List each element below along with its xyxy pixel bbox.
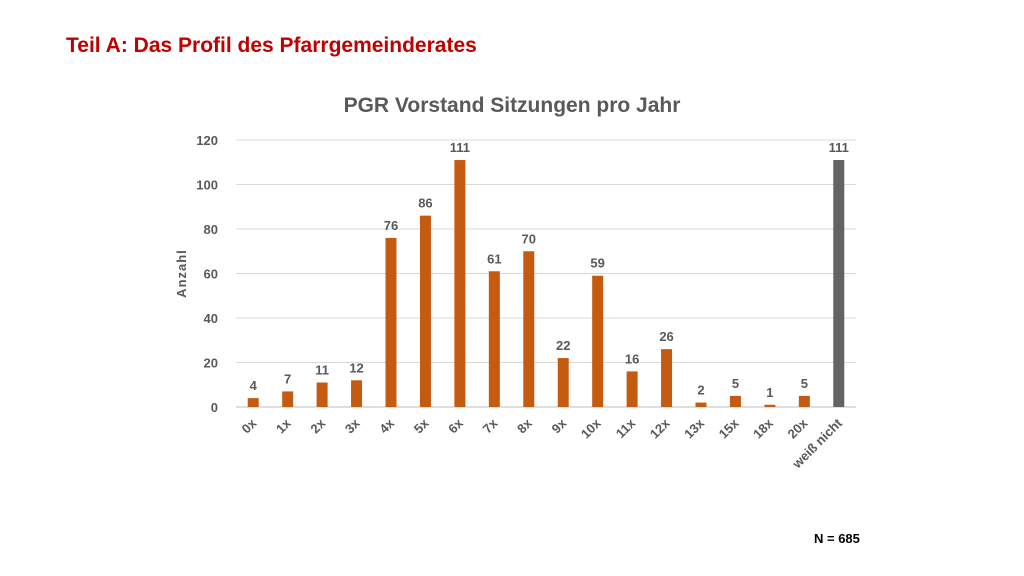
bar [695,402,707,407]
x-tick-label: 6x [445,415,466,436]
bar [626,371,638,407]
y-tick-label: 120 [196,133,218,148]
data-label: 7 [284,371,291,386]
x-tick-label: 7x [480,415,501,436]
bar [833,160,845,407]
x-tick-label: 4x [376,415,397,436]
bar [316,382,328,407]
y-tick-label: 80 [204,222,218,237]
data-label: 59 [590,256,604,271]
bar [247,398,259,407]
y-tick-label: 40 [204,311,218,326]
slide-title: Teil A: Das Profil des Pfarrgemeinderate… [66,34,477,57]
data-label: 16 [625,351,639,366]
x-tick-label: 18x [750,415,776,441]
bar [729,395,741,407]
data-label: 86 [418,196,432,211]
bar [282,391,294,407]
x-axis-ticks: 0x 1x 2x 3x 4x 5x 6x 7x 8x 9x 10x 11x 12x 13x 15x 18x 20… [239,415,846,472]
data-label: 12 [349,360,363,375]
data-label: 76 [384,218,398,233]
bars [247,160,845,407]
data-label: 61 [487,251,501,266]
data-label: 1 [766,385,773,400]
x-tick-label: 1x [273,415,294,436]
chart-title-text: PGR Vorstand Sitzungen pro Jahr [343,94,681,117]
data-label: 22 [556,338,570,353]
data-label: 26 [659,329,673,344]
x-tick-label: 15x [716,415,742,441]
chart-title: PGR Vorstand Sitzungen pro Jahr [0,94,1024,118]
bar [557,358,569,407]
data-label: 111 [829,140,849,155]
x-tick-label: 11x [613,415,639,441]
bar [385,237,397,407]
y-tick-label: 60 [204,267,218,282]
bar [661,349,673,407]
data-labels: 4 7 11 12 76 86 111 61 70 22 59 16 26 2 5 1 5 111 [250,140,849,400]
y-axis-label: Anzahl [174,249,189,298]
data-label: 4 [250,378,258,393]
x-tick-label: 20x [785,415,811,441]
bar [798,395,810,407]
x-tick-label: 13x [681,415,707,441]
data-label: 5 [732,376,739,391]
y-tick-label: 0 [211,400,218,415]
data-label: 5 [801,376,808,391]
y-axis-ticks: 0 20 40 60 80 100 120 [196,133,218,415]
y-tick-label: 20 [204,356,218,371]
y-tick-label: 100 [196,178,218,193]
data-label: 111 [450,140,470,155]
bar [351,380,363,407]
bar [523,251,535,407]
x-tick-label: 5x [411,415,432,436]
bar [592,275,604,407]
sample-size-note: N = 685 [814,531,860,546]
data-label: 2 [697,383,704,398]
x-tick-label: 9x [549,415,570,436]
x-tick-label: 10x [578,415,604,441]
x-tick-label: 0x [239,415,260,436]
bar [764,404,776,407]
x-tick-label: 2x [307,415,328,436]
bar [454,160,466,407]
data-label: 11 [315,363,329,378]
x-tick-label: 8x [514,415,535,436]
gridlines [236,139,856,408]
bar [488,271,500,407]
x-tick-label: 3x [342,415,363,436]
x-tick-label: 12x [647,415,673,441]
bar [419,215,431,407]
data-label: 70 [522,231,536,246]
